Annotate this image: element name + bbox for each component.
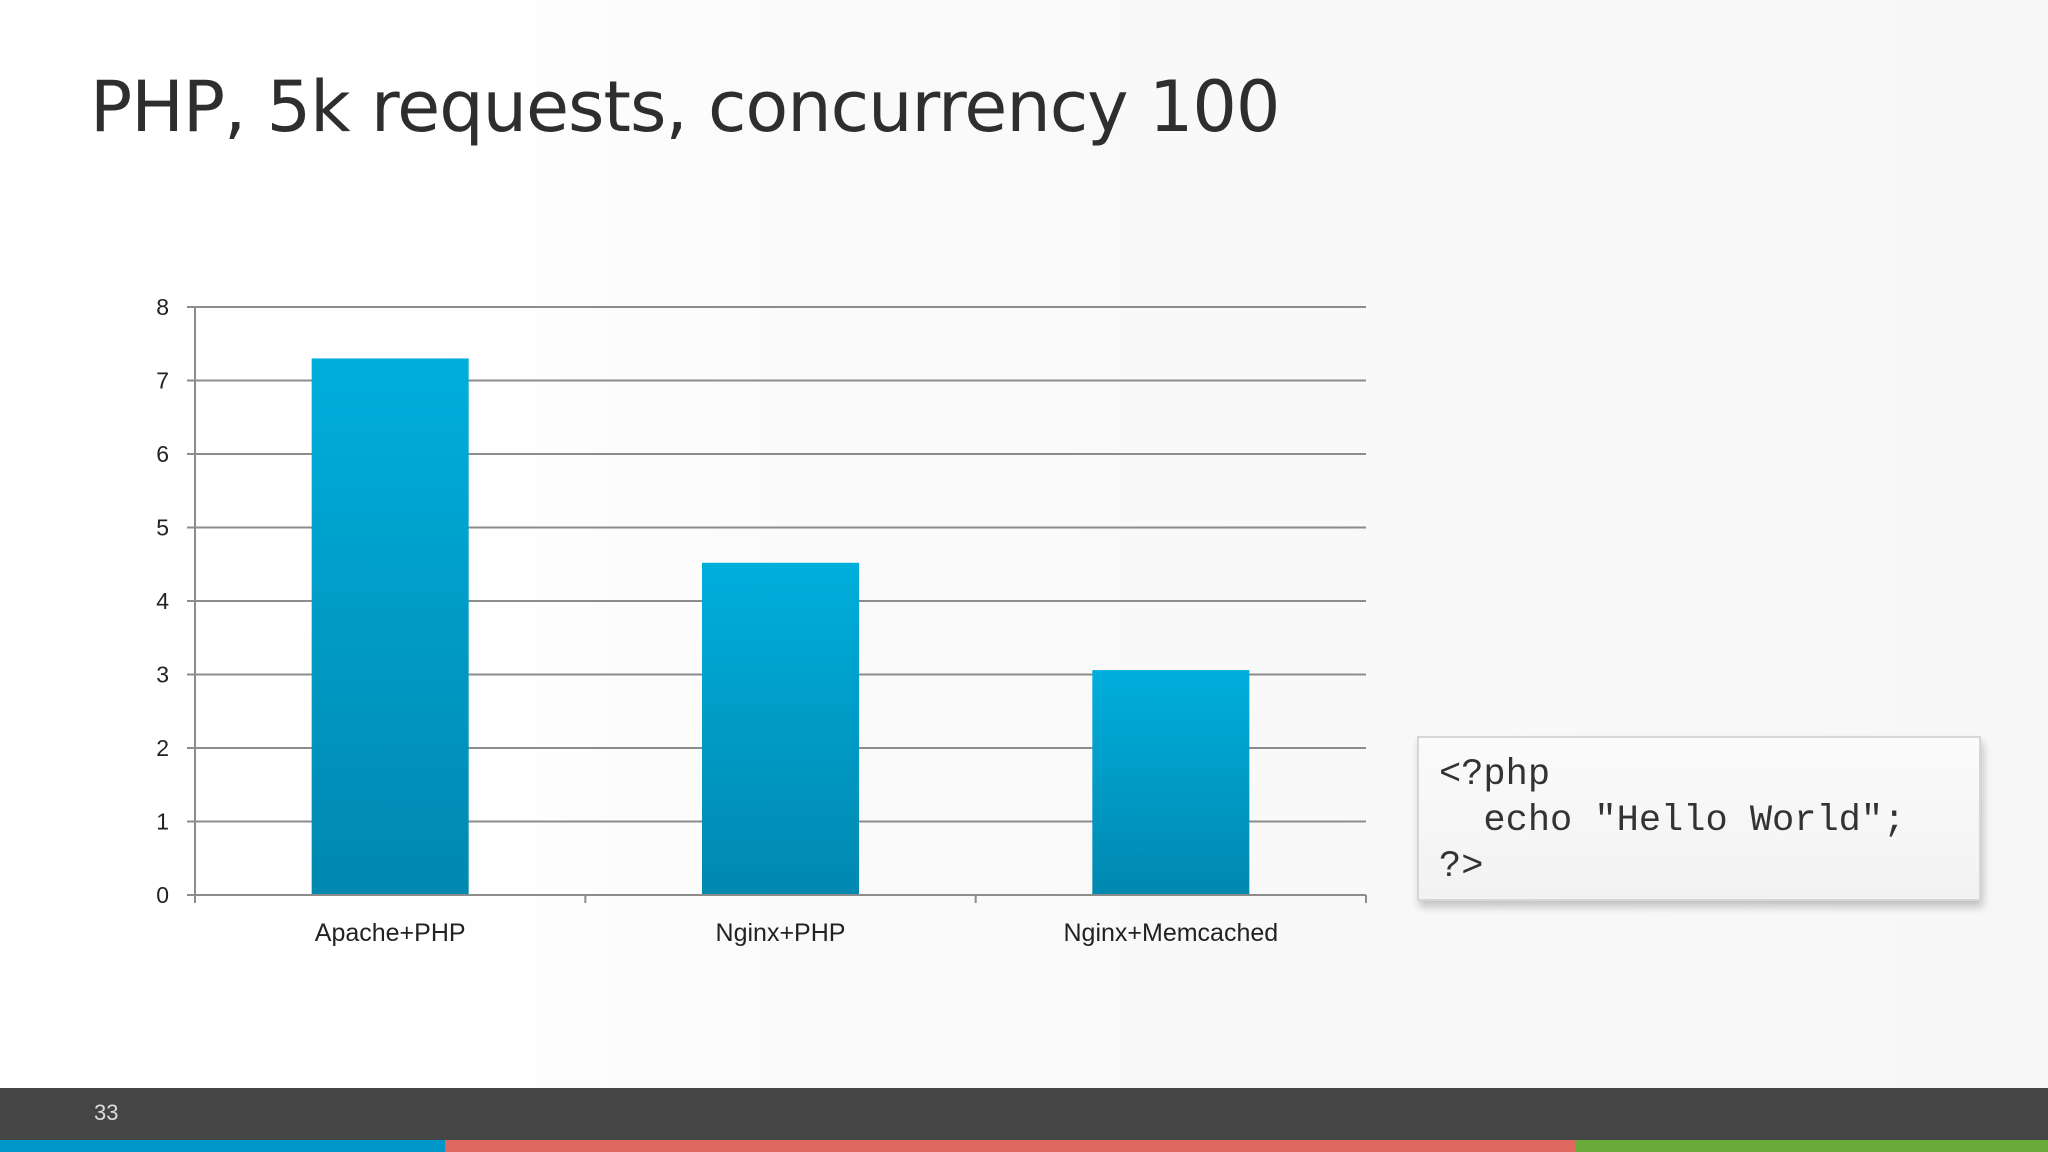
slide-title: PHP, 5k requests, concurrency 100 (90, 66, 1280, 148)
bar-apache-php (311, 358, 469, 894)
y-tick-label: 2 (156, 735, 169, 761)
y-tick-label: 8 (156, 294, 169, 320)
axes (187, 306, 1367, 903)
bar-nginx-php (702, 562, 859, 894)
page-number: 33 (94, 1100, 119, 1125)
code-line: echo "Hello World"; (1439, 800, 1906, 842)
y-tick-label: 7 (156, 368, 169, 394)
code-line: <?php (1439, 754, 1551, 796)
tick-labels: 0 1 2 3 4 5 6 7 8 Apache+PHP Nginx+PHP Nginx+Memcac… (156, 294, 1278, 947)
x-category-label: Nginx+PHP (716, 919, 846, 947)
y-tick-label: 3 (156, 662, 169, 688)
y-tick-label: 0 (156, 882, 169, 908)
code-snippet: <?php echo "Hello World"; ?> (1417, 736, 1981, 901)
bars (311, 358, 1250, 894)
footer-stripe-blue (0, 1140, 445, 1152)
bar-nginx-memcached (1092, 670, 1250, 894)
y-tick-label: 5 (156, 515, 169, 541)
footer-stripe-green (1575, 1140, 2048, 1152)
y-tick-label: 1 (156, 809, 169, 835)
y-tick-label: 4 (156, 588, 169, 614)
footer-bar: 33 (0, 1088, 2048, 1140)
x-category-label: Nginx+Memcached (1063, 919, 1278, 947)
code-line: ?> (1439, 846, 1484, 888)
y-tick-label: 6 (156, 441, 169, 467)
x-category-label: Apache+PHP (315, 919, 466, 947)
footer-stripe-red (445, 1140, 1575, 1152)
